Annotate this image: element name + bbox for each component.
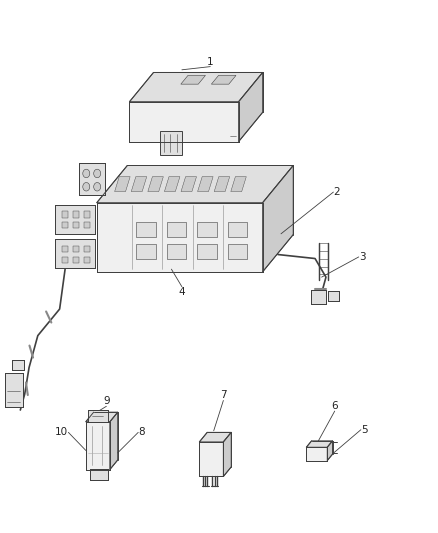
Polygon shape (223, 432, 231, 477)
Text: 9: 9 (103, 397, 110, 406)
Polygon shape (84, 257, 90, 263)
Polygon shape (197, 222, 217, 237)
Polygon shape (181, 176, 197, 191)
Polygon shape (166, 244, 186, 259)
Polygon shape (199, 442, 223, 477)
Text: 2: 2 (333, 187, 340, 197)
Polygon shape (62, 212, 68, 218)
Circle shape (94, 182, 101, 191)
Polygon shape (55, 205, 95, 234)
Polygon shape (97, 165, 293, 203)
Text: 7: 7 (220, 391, 227, 400)
Polygon shape (231, 176, 246, 191)
Text: 6: 6 (332, 401, 338, 411)
Polygon shape (55, 239, 95, 268)
Polygon shape (86, 422, 110, 470)
Polygon shape (73, 222, 79, 229)
Polygon shape (131, 176, 147, 191)
Polygon shape (12, 360, 24, 370)
Polygon shape (130, 72, 263, 102)
Text: 3: 3 (359, 252, 365, 262)
Polygon shape (197, 244, 217, 259)
Polygon shape (214, 176, 230, 191)
Polygon shape (136, 222, 155, 237)
Polygon shape (62, 246, 68, 253)
Polygon shape (73, 212, 79, 218)
Polygon shape (311, 290, 326, 304)
Polygon shape (84, 212, 90, 218)
Polygon shape (5, 373, 22, 407)
Polygon shape (79, 164, 106, 195)
Polygon shape (84, 246, 90, 253)
Circle shape (94, 169, 101, 177)
Polygon shape (228, 222, 247, 237)
Polygon shape (88, 410, 108, 422)
Polygon shape (148, 176, 163, 191)
Polygon shape (73, 246, 79, 253)
Polygon shape (328, 292, 339, 301)
Polygon shape (199, 432, 231, 442)
Text: 4: 4 (179, 287, 185, 297)
Polygon shape (263, 165, 293, 272)
Circle shape (83, 182, 90, 191)
Text: 8: 8 (138, 427, 145, 438)
Polygon shape (181, 75, 205, 84)
Polygon shape (198, 176, 213, 191)
Polygon shape (73, 257, 79, 263)
Polygon shape (212, 75, 236, 84)
Polygon shape (115, 176, 130, 191)
Text: 1: 1 (207, 56, 214, 67)
Polygon shape (160, 131, 182, 155)
Polygon shape (62, 222, 68, 229)
Polygon shape (306, 447, 327, 461)
Polygon shape (62, 257, 68, 263)
Polygon shape (90, 469, 108, 480)
Text: 5: 5 (361, 425, 367, 435)
Polygon shape (239, 72, 263, 142)
Polygon shape (228, 244, 247, 259)
Polygon shape (86, 412, 118, 422)
Polygon shape (84, 222, 90, 229)
Polygon shape (164, 176, 180, 191)
Polygon shape (166, 222, 186, 237)
Polygon shape (306, 441, 332, 447)
Polygon shape (97, 203, 263, 272)
Polygon shape (327, 441, 332, 461)
Polygon shape (130, 102, 239, 142)
Text: 10: 10 (55, 427, 68, 438)
Circle shape (83, 169, 90, 177)
Polygon shape (136, 244, 155, 259)
Polygon shape (110, 412, 118, 470)
